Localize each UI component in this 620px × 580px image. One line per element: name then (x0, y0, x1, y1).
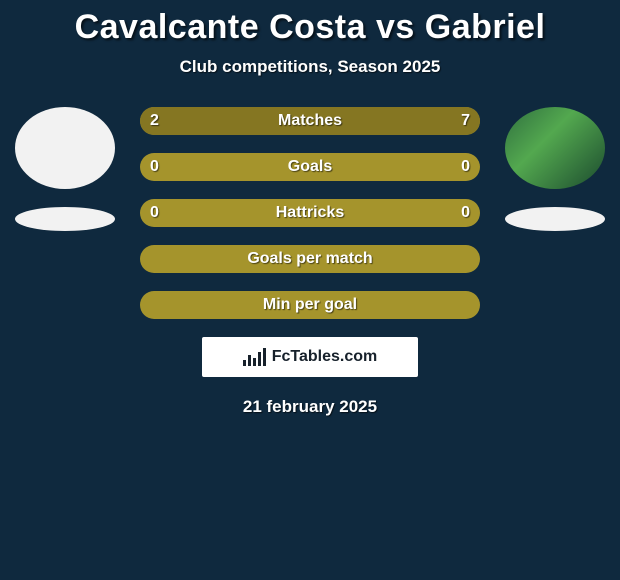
player-right-avatar (505, 107, 605, 189)
stat-value-right: 0 (461, 199, 470, 227)
stat-value-right: 7 (461, 107, 470, 135)
page-title: Cavalcante Costa vs Gabriel (0, 8, 620, 47)
stat-bars: 2 Matches 7 0 Goals 0 0 Hattricks 0 (140, 107, 480, 319)
stat-label: Matches (140, 107, 480, 135)
player-left-avatar (15, 107, 115, 189)
player-left-column (0, 107, 130, 231)
player-right-flag (505, 207, 605, 231)
stat-label: Goals per match (140, 245, 480, 273)
player-left-flag (15, 207, 115, 231)
stat-bar-goals-per-match: Goals per match (140, 245, 480, 273)
stat-bar-hattricks: 0 Hattricks 0 (140, 199, 480, 227)
stat-label: Min per goal (140, 291, 480, 319)
source-badge: FcTables.com (202, 337, 418, 377)
stat-bar-goals: 0 Goals 0 (140, 153, 480, 181)
stat-label: Hattricks (140, 199, 480, 227)
player-right-column (490, 107, 620, 231)
stat-value-right: 0 (461, 153, 470, 181)
stat-bar-min-per-goal: Min per goal (140, 291, 480, 319)
bar-chart-icon (243, 348, 266, 366)
source-badge-text: FcTables.com (272, 348, 378, 366)
page-subtitle: Club competitions, Season 2025 (0, 57, 620, 77)
stats-area: 2 Matches 7 0 Goals 0 0 Hattricks 0 (0, 107, 620, 319)
date-text: 21 february 2025 (0, 397, 620, 417)
stat-bar-matches: 2 Matches 7 (140, 107, 480, 135)
stat-label: Goals (140, 153, 480, 181)
